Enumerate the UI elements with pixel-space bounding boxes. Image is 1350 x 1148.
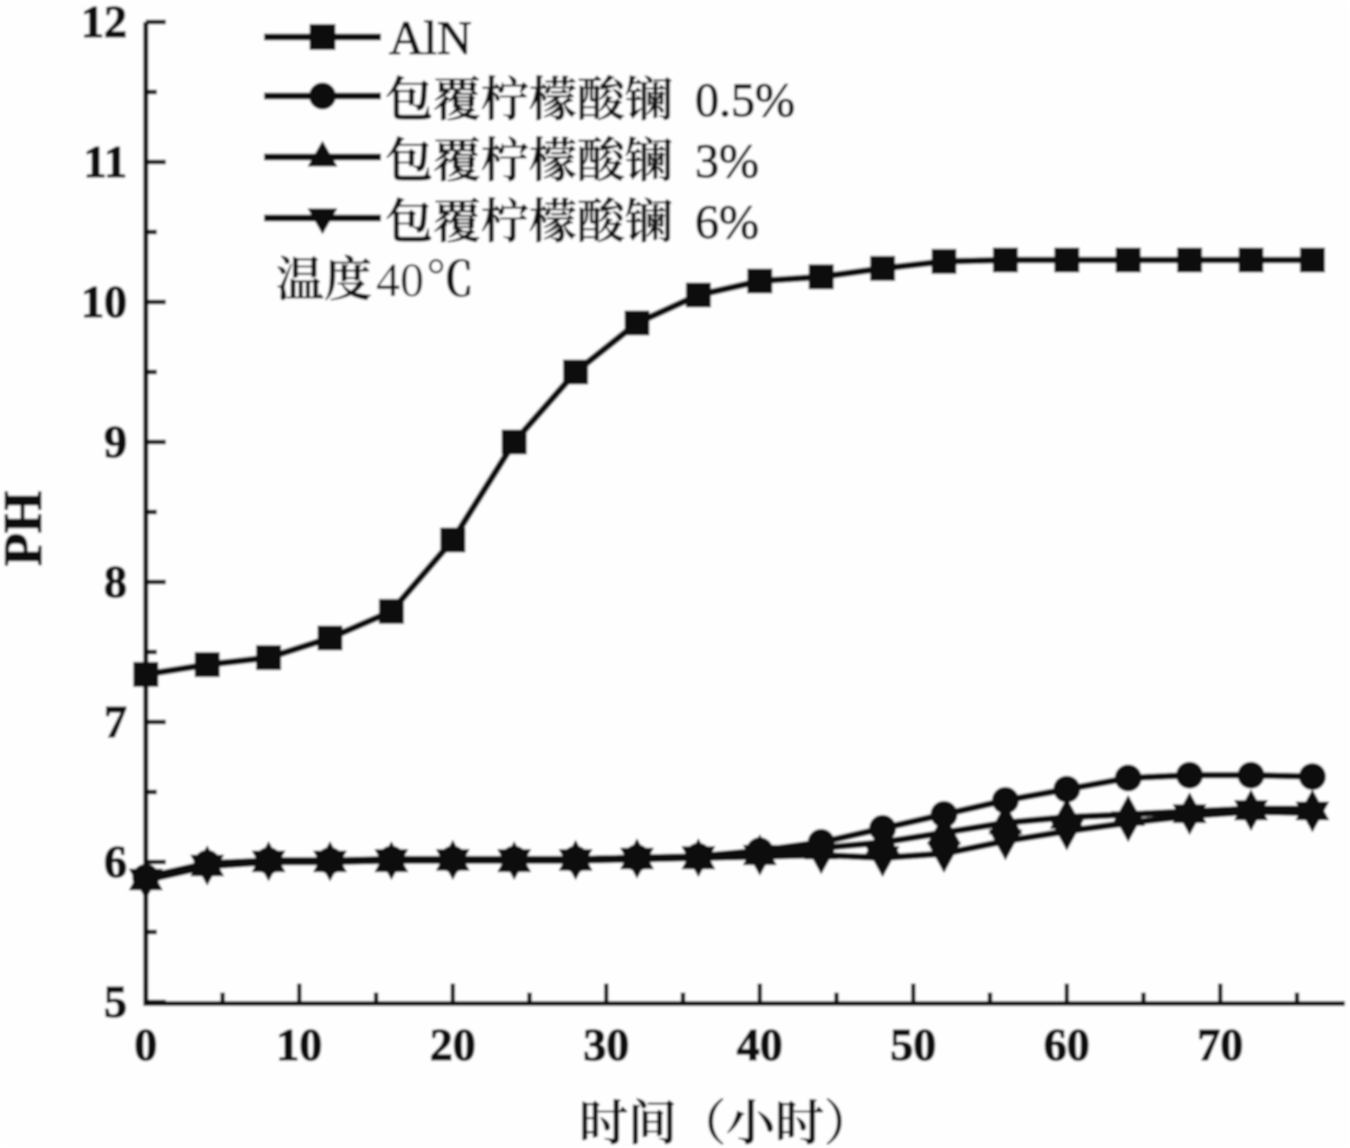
svg-text:7: 7 <box>104 696 127 747</box>
svg-text:6%: 6% <box>695 196 759 249</box>
svg-text:PH: PH <box>0 491 53 566</box>
svg-text:6: 6 <box>104 836 127 887</box>
svg-text:10: 10 <box>81 276 127 327</box>
svg-text:8: 8 <box>104 556 127 607</box>
svg-text:12: 12 <box>81 0 127 47</box>
svg-text:40: 40 <box>737 1019 783 1070</box>
svg-text:0: 0 <box>134 1019 157 1070</box>
svg-text:11: 11 <box>84 136 127 187</box>
svg-text:50: 50 <box>890 1019 936 1070</box>
svg-text:5: 5 <box>104 976 127 1027</box>
svg-text:0.5%: 0.5% <box>695 74 795 127</box>
svg-text:3%: 3% <box>695 135 759 188</box>
svg-text:20: 20 <box>430 1019 476 1070</box>
svg-text:30: 30 <box>583 1019 629 1070</box>
svg-text:60: 60 <box>1044 1019 1090 1070</box>
svg-text:AlN: AlN <box>389 12 472 65</box>
svg-text:9: 9 <box>104 416 127 467</box>
svg-text:10: 10 <box>276 1019 322 1070</box>
svg-text:40: 40 <box>376 254 424 307</box>
svg-text:70: 70 <box>1197 1019 1243 1070</box>
